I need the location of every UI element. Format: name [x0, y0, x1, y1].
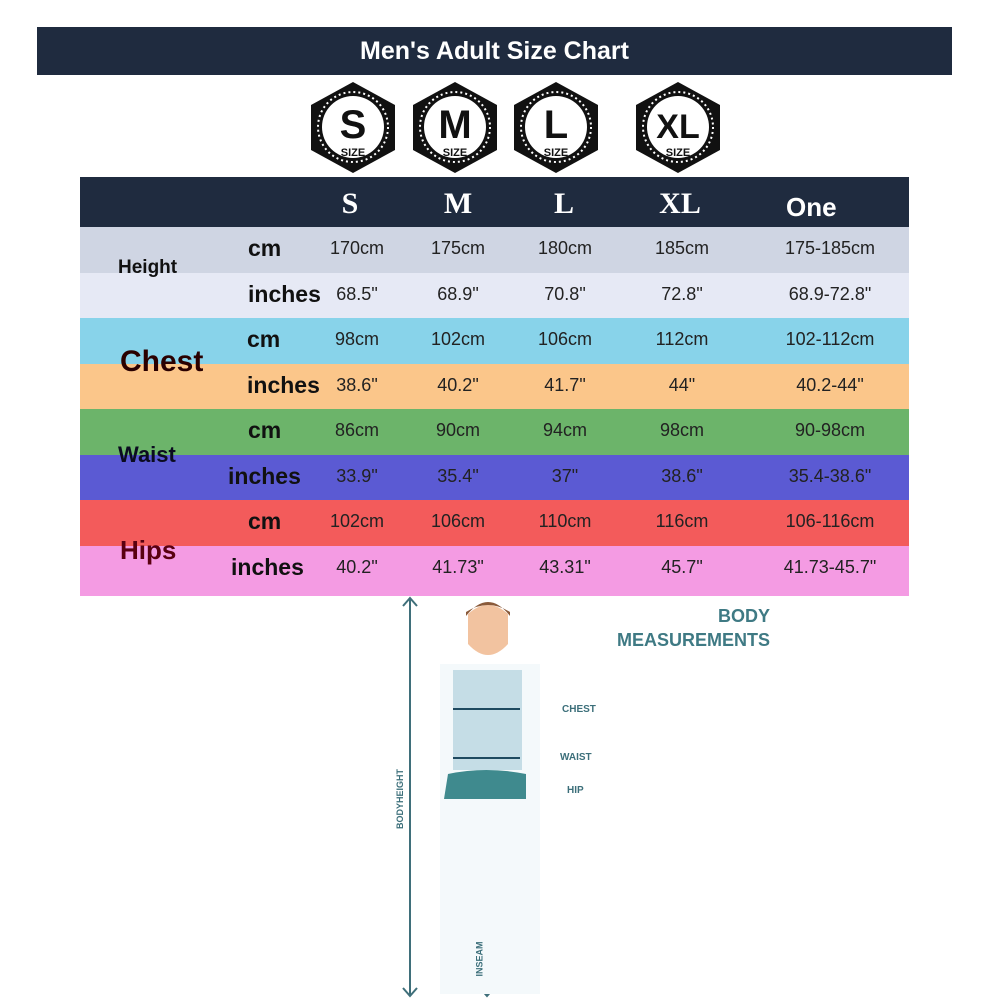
heading-line1: BODY [717, 606, 770, 626]
table-cell: 44" [668, 374, 696, 395]
table-cell: 86cm [334, 420, 380, 440]
table-cell: 68.9-72.8" [788, 283, 872, 304]
table-cell: 41.73" [432, 556, 484, 577]
table-cell: 68.9" [437, 283, 479, 304]
chest-label: CHEST [562, 704, 596, 715]
table-header: S M L XL One Size [80, 177, 909, 253]
unit-label: inches [231, 553, 304, 580]
table-cell: 102cm [329, 511, 385, 531]
bodyheight-label: BODYHEIGHT [395, 768, 406, 830]
table-cell: 106-116cm [785, 511, 875, 531]
table-cell: 35.4-38.6" [788, 465, 872, 486]
unit-label: cm [248, 508, 282, 534]
badge-sub: SIZE [443, 147, 467, 159]
size-badge-m: M SIZE [409, 80, 501, 175]
table-row-height-inches: inches 68.5" 68.9" 70.8" 72.8" 68.9-72.8" [80, 272, 909, 318]
hip-label: HIP [567, 785, 584, 796]
table-cell: 175cm [430, 238, 486, 258]
table-cell: 170cm [329, 238, 385, 258]
table-cell: 72.8" [661, 283, 703, 304]
table-cell: 102-112cm [785, 329, 875, 349]
table-cell: 112cm [655, 329, 709, 349]
table-row-waist-inches: inches 33.9" 35.4" 37" 38.6" 35.4-38.6" [80, 454, 909, 500]
unit-label: cm [247, 326, 281, 352]
header-s: S [341, 187, 359, 220]
header-m: M [443, 187, 473, 220]
size-badge-l: L SIZE [510, 80, 602, 175]
chart-title: Men's Adult Size Chart [37, 27, 952, 75]
table-cell: 45.7" [661, 556, 703, 577]
table-cell: 40.2" [336, 556, 378, 577]
table-cell: 41.7" [544, 374, 586, 395]
table-cell: 98cm [659, 420, 705, 440]
badge-letter: L [544, 103, 568, 147]
table-cell: 180cm [537, 238, 593, 258]
header-l: L [553, 187, 575, 220]
table-cell: 102cm [430, 329, 486, 349]
table-cell: 41.73-45.7" [783, 556, 877, 577]
waist-label: WAIST [560, 752, 592, 763]
table-row-hips-cm: cm 102cm 106cm 110cm 116cm 106-116cm [80, 500, 909, 546]
unit-label: inches [248, 280, 321, 307]
table-cell: 185cm [654, 238, 710, 258]
table-cell: 38.6" [661, 465, 703, 486]
table-row-height-cm: cm 170cm 175cm 180cm 185cm 175-185cm [80, 227, 909, 273]
torso [453, 670, 522, 770]
group-label-height: Height [118, 257, 178, 278]
table-cell: 40.2-44" [796, 374, 864, 395]
header-xl: XL [659, 187, 701, 220]
table-cell: 35.4" [437, 465, 479, 486]
group-label-chest: Chest [120, 345, 204, 378]
table-cell: 70.8" [544, 283, 586, 304]
unit-label: cm [248, 235, 282, 261]
badge-sub: SIZE [341, 147, 365, 159]
group-label-waist: Waist [118, 442, 176, 467]
table-cell: 94cm [542, 420, 588, 440]
table-cell: 38.6" [336, 374, 378, 395]
table-cell: 110cm [538, 511, 592, 531]
table-cell: 43.31" [539, 556, 591, 577]
table-cell: 90-98cm [794, 420, 866, 440]
group-label-hips: Hips [120, 535, 177, 565]
inseam-label: INSEAM [474, 941, 485, 977]
table-cell: 116cm [655, 511, 709, 531]
table-row-chest-cm: cm 98cm 102cm 106cm 112cm 102-112cm [80, 318, 909, 364]
badge-letter: M [438, 103, 471, 147]
badge-sub: SIZE [544, 147, 568, 159]
head [468, 605, 508, 655]
table-cell: 37" [551, 465, 579, 486]
table-row-waist-cm: cm 86cm 90cm 94cm 98cm 90-98cm [80, 409, 909, 455]
table-row-chest-inches: inches 38.6" 40.2" 41.7" 44" 40.2-44" [80, 363, 909, 409]
unit-label: inches [247, 371, 320, 398]
table-cell: 106cm [537, 329, 593, 349]
badge-sub: SIZE [666, 147, 690, 159]
hips-shorts [444, 770, 526, 799]
body-measurements-figure: BODY MEASUREMENTS CHEST WAIST HIP BODYHE… [0, 594, 1000, 1000]
unit-label: inches [228, 462, 301, 489]
figure-heading: BODY MEASUREMENTS [600, 604, 770, 652]
table-cell: 40.2" [437, 374, 479, 395]
table-cell: 90cm [435, 420, 481, 440]
table-cell: 106cm [430, 511, 486, 531]
size-table: S M L XL One Size cm 170cm 175cm 180cm 185cm… [80, 177, 909, 596]
table-cell: 33.9" [336, 465, 378, 486]
badge-letter: XL [656, 108, 699, 146]
size-badge-s: S SIZE [307, 80, 399, 175]
heading-line2: MEASUREMENTS [616, 630, 770, 650]
size-badge-xl: XL SIZE [632, 80, 724, 175]
unit-label: cm [248, 417, 282, 443]
table-cell: 68.5" [336, 283, 378, 304]
body-illustration [402, 596, 540, 998]
table-row-hips-inches: inches 40.2" 41.73" 43.31" 45.7" 41.73-45.7" [80, 545, 909, 596]
badge-letter: S [340, 103, 367, 147]
table-cell: 98cm [334, 329, 380, 349]
table-cell: 175-185cm [784, 238, 876, 258]
